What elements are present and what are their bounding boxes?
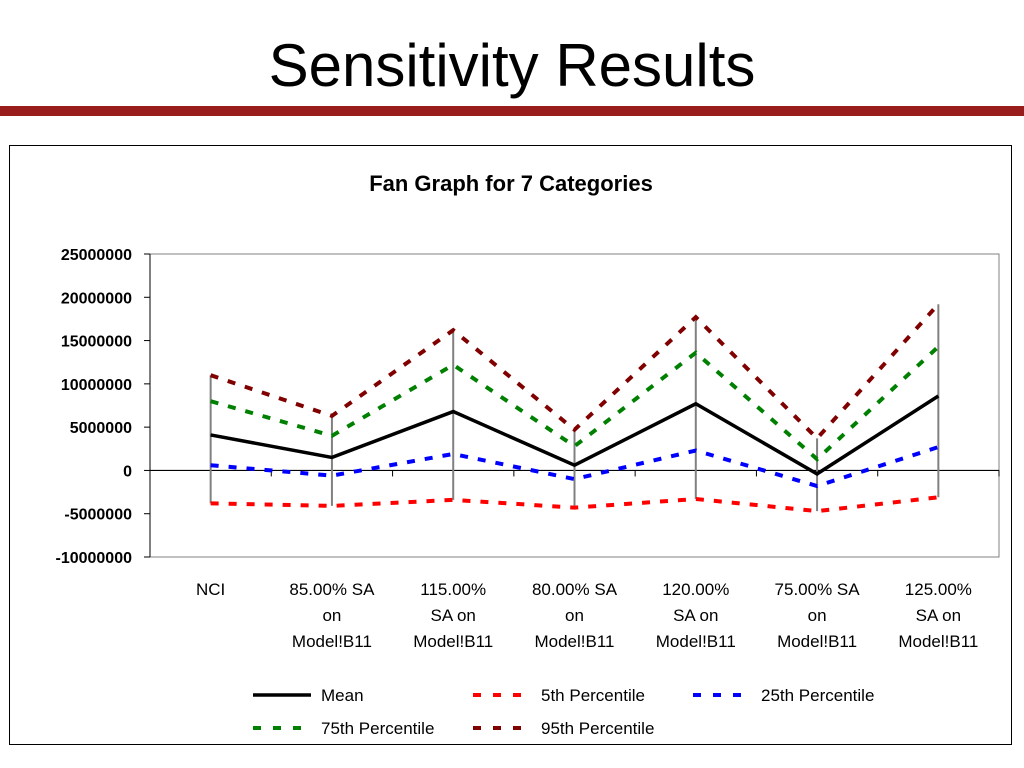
- series-line-mean: [210, 394, 940, 476]
- chart-title: Fan Graph for 7 Categories: [369, 171, 653, 196]
- y-tick-label: 25000000: [61, 247, 132, 264]
- y-tick-label: 15000000: [61, 334, 132, 351]
- y-tick-label: 20000000: [61, 290, 132, 307]
- legend-label: 75th Percentile: [321, 719, 434, 738]
- y-tick-label: 10000000: [61, 377, 132, 394]
- x-tick-label: 125.00% SA on Model!B11: [898, 580, 978, 651]
- legend-label: 95th Percentile: [541, 719, 654, 738]
- x-tick-label: 75.00% SA on Model!B11: [775, 580, 861, 651]
- x-tick-label: NCI: [196, 580, 225, 599]
- series-line-5th-percentile: [210, 495, 939, 514]
- title-rule: [0, 106, 1024, 116]
- series-line-95th-percentile: [210, 302, 940, 442]
- x-tick-label: 115.00% SA on Model!B11: [413, 580, 493, 651]
- x-tick-label: 85.00% SA on Model!B11: [289, 580, 375, 651]
- y-tick-label: 0: [123, 463, 132, 480]
- y-tick-label: -5000000: [64, 507, 132, 524]
- legend-label: 25th Percentile: [761, 686, 874, 705]
- legend-label: Mean: [321, 686, 364, 705]
- legend-label: 5th Percentile: [541, 686, 645, 705]
- series-line-25th-percentile: [210, 445, 939, 489]
- y-tick-label: -10000000: [55, 550, 132, 567]
- slide-title: Sensitivity Results: [268, 32, 756, 99]
- x-tick-label: 120.00% SA on Model!B11: [656, 580, 736, 651]
- series-line-75th-percentile: [210, 345, 940, 462]
- x-tick-label: 80.00% SA on Model!B11: [532, 580, 618, 651]
- plot-area: [149, 253, 1000, 558]
- y-tick-label: 5000000: [70, 420, 132, 437]
